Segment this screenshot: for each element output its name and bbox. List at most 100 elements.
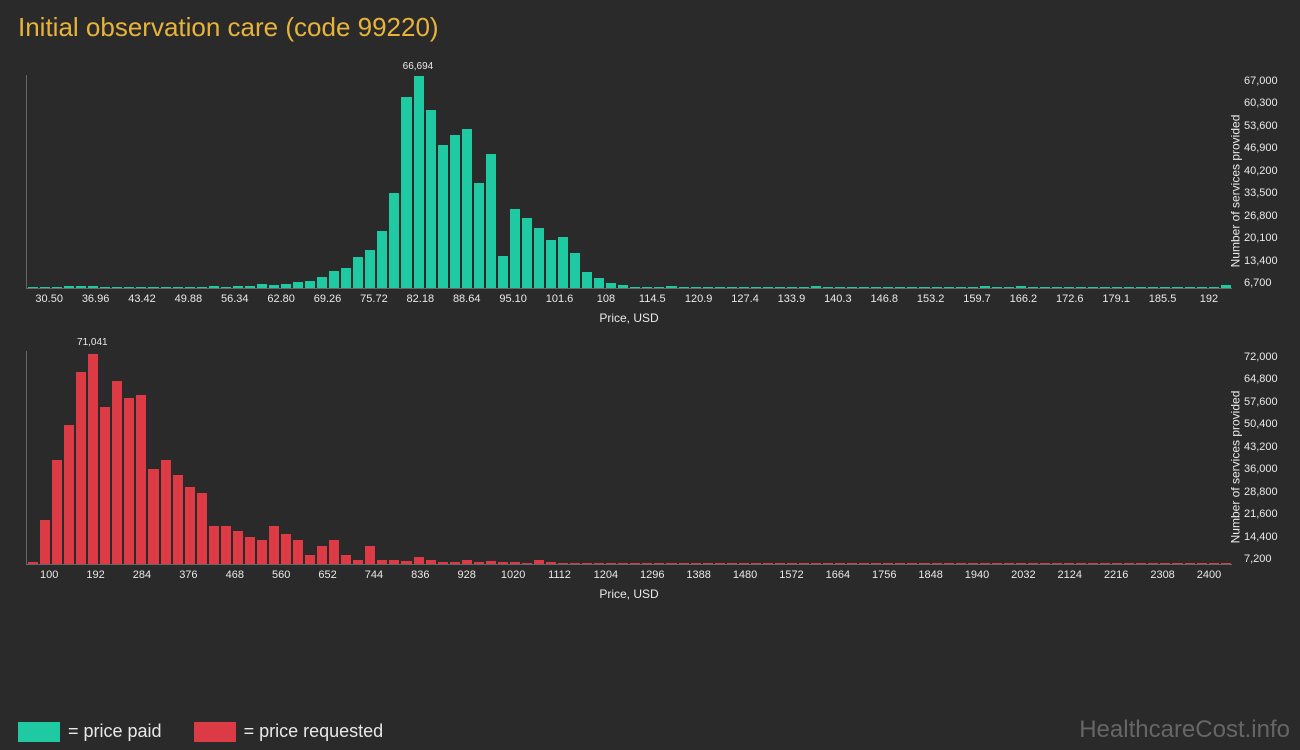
bar	[1004, 563, 1014, 564]
bar	[40, 287, 50, 288]
bar	[847, 563, 857, 564]
bar	[534, 560, 544, 564]
xtick: 284	[119, 569, 165, 583]
bar	[799, 287, 809, 288]
peak-label-paid: 66,694	[403, 61, 434, 72]
bar	[763, 563, 773, 564]
xtick: 159.7	[954, 293, 1000, 307]
bars-requested	[27, 351, 1232, 564]
xtick: 36.96	[72, 293, 118, 307]
bar	[1185, 563, 1195, 564]
bar	[28, 287, 38, 288]
bar	[1160, 563, 1170, 564]
bar	[52, 287, 62, 288]
ylabel-requested: Number of services provided	[1229, 391, 1243, 544]
ytick: 20,100	[1244, 232, 1290, 244]
bar	[112, 287, 122, 288]
xtick: 49.88	[165, 293, 211, 307]
bar	[691, 563, 701, 564]
bar	[173, 475, 183, 564]
bar	[1112, 563, 1122, 564]
bar	[462, 560, 472, 564]
bar	[968, 287, 978, 288]
bar	[76, 372, 86, 564]
bar	[787, 287, 797, 288]
bar	[654, 287, 664, 288]
bar	[618, 285, 628, 288]
xtick: 2400	[1186, 569, 1232, 583]
ylabel-paid: Number of services provided	[1229, 115, 1243, 268]
bar	[606, 283, 616, 288]
bar	[751, 287, 761, 288]
bars-paid	[27, 75, 1232, 288]
bar	[245, 286, 255, 288]
bar	[775, 287, 785, 288]
xtick: 192	[1186, 293, 1232, 307]
xtick: 140.3	[815, 293, 861, 307]
xtick: 62.80	[258, 293, 304, 307]
bar	[1076, 563, 1086, 564]
bar	[510, 209, 520, 288]
ytick: 26,800	[1244, 210, 1290, 222]
bar	[932, 287, 942, 288]
ytick: 64,800	[1244, 373, 1290, 385]
bar	[173, 287, 183, 288]
bar	[281, 534, 291, 564]
bar	[498, 256, 508, 288]
bar	[40, 520, 50, 564]
bar	[630, 563, 640, 564]
bar	[148, 469, 158, 564]
bar	[28, 562, 38, 564]
bar	[546, 240, 556, 288]
bar	[871, 287, 881, 288]
xtick: 192	[72, 569, 118, 583]
bar	[124, 398, 134, 564]
bar	[642, 287, 652, 288]
bar	[775, 563, 785, 564]
xtick: 468	[212, 569, 258, 583]
page-title: Initial observation care (code 99220)	[0, 0, 1300, 49]
xtick: 1756	[861, 569, 907, 583]
bar	[907, 563, 917, 564]
bar	[618, 563, 628, 564]
bar	[1209, 563, 1219, 564]
bar	[1052, 563, 1062, 564]
xtick: 1112	[536, 569, 582, 583]
bar	[895, 287, 905, 288]
bar	[823, 287, 833, 288]
bar	[221, 526, 231, 564]
xtick: 2216	[1093, 569, 1139, 583]
bar	[1148, 563, 1158, 564]
xtick: 133.9	[768, 293, 814, 307]
bar	[944, 563, 954, 564]
bar	[787, 563, 797, 564]
bar	[257, 284, 267, 288]
bar	[414, 76, 424, 288]
bar	[450, 135, 460, 288]
bar	[1100, 563, 1110, 564]
xtick: 1848	[907, 569, 953, 583]
xtick: 56.34	[212, 293, 258, 307]
bar	[823, 563, 833, 564]
xtick: 120.9	[675, 293, 721, 307]
bar	[691, 287, 701, 288]
yticks-paid: 6,70013,40020,10026,80033,50040,20046,90…	[1244, 75, 1290, 289]
bar	[847, 287, 857, 288]
bar	[112, 381, 122, 564]
bar	[1185, 287, 1195, 288]
bar	[269, 285, 279, 288]
bar	[570, 563, 580, 564]
ytick: 43,200	[1244, 441, 1290, 453]
bar	[353, 560, 363, 564]
ytick: 67,000	[1244, 75, 1290, 87]
bar	[209, 526, 219, 564]
xtick: 172.6	[1047, 293, 1093, 307]
ytick: 6,700	[1244, 277, 1290, 289]
bar	[1124, 287, 1134, 288]
xtick: 1204	[583, 569, 629, 583]
xtick: 101.6	[536, 293, 582, 307]
bar	[209, 286, 219, 288]
bar	[883, 287, 893, 288]
bar	[64, 425, 74, 564]
peak-label-requested: 71,041	[77, 337, 108, 348]
